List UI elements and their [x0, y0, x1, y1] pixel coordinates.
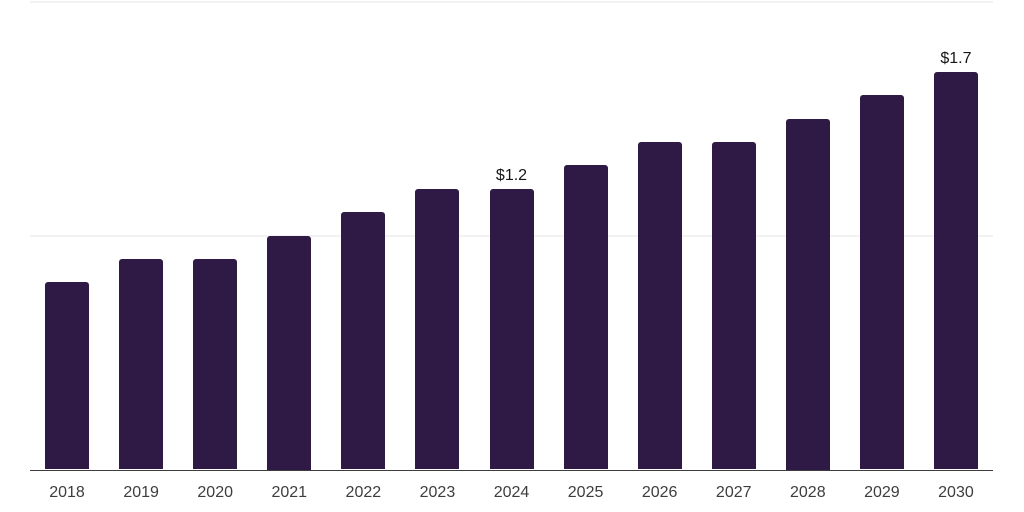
- bar-2024: [489, 188, 534, 470]
- x-tick-label-2021: 2021: [271, 484, 308, 501]
- bar-value-label-2024: $1.2: [495, 166, 528, 184]
- bar-2018: [45, 282, 90, 470]
- gridline-2: [30, 0, 993, 3]
- bar-2023: [415, 188, 460, 470]
- x-tick-label-2028: 2028: [790, 484, 826, 501]
- bar-2026: [637, 141, 682, 470]
- bar-2030: [933, 71, 978, 470]
- x-tick-label-2029: 2029: [864, 484, 900, 501]
- x-tick-label-2018: 2018: [49, 484, 85, 501]
- x-tick-label-2020: 2020: [197, 484, 233, 501]
- bar-2025: [563, 165, 608, 470]
- x-tick-label-2024: 2024: [493, 484, 530, 501]
- bar-2027: [711, 141, 756, 470]
- x-tick-label-2025: 2025: [567, 484, 604, 501]
- bar-2020: [193, 258, 238, 470]
- x-axis-line: [30, 469, 993, 471]
- bar-2021: [267, 235, 312, 470]
- x-tick-label-2026: 2026: [641, 484, 678, 501]
- x-tick-label-2027: 2027: [715, 484, 752, 501]
- bar-2029: [859, 95, 904, 470]
- x-tick-label-2019: 2019: [123, 484, 159, 501]
- bar-value-label-2030: $1.7: [940, 49, 972, 67]
- x-tick-label-2023: 2023: [419, 484, 456, 501]
- x-tick-label-2030: 2030: [938, 484, 974, 501]
- bar-2019: [119, 258, 164, 470]
- bar-2028: [785, 118, 830, 470]
- bar-2022: [341, 212, 386, 470]
- x-tick-label-2022: 2022: [345, 484, 382, 501]
